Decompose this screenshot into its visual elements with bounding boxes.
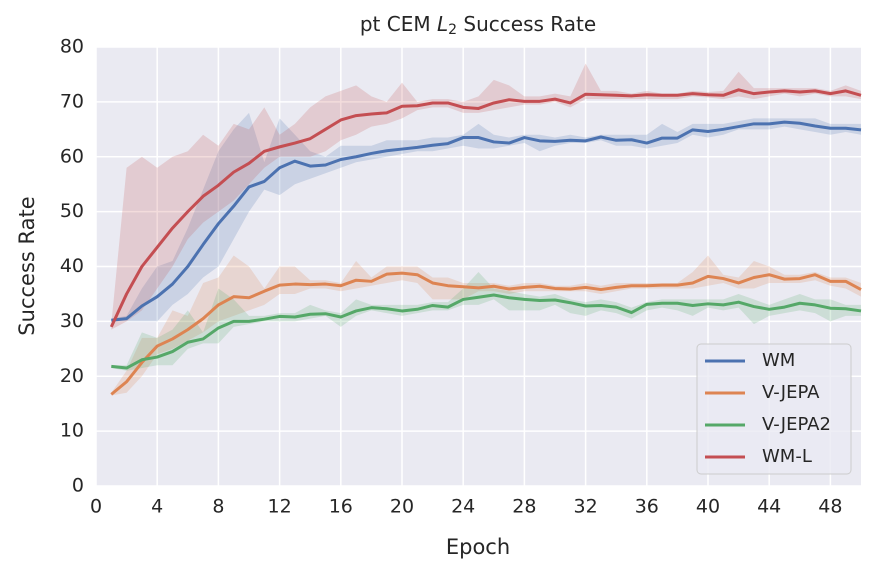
x-tick-label: 48 [818,496,842,518]
x-tick-label: 4 [151,496,163,518]
error-band [111,112,862,322]
y-tick-label: 20 [60,365,84,387]
error-band [111,255,862,396]
legend-label: WM-L [762,446,812,467]
title-part: 2 [448,22,457,38]
title-part: L [437,12,448,36]
series-line [109,88,862,328]
y-tick-label: 40 [60,255,84,277]
error-band [111,271,862,371]
series-line [111,120,862,322]
title-part: pt CEM [360,12,431,36]
x-tick-label: 8 [212,496,224,518]
chart-title: pt CEM L2 Success Rate [360,12,596,39]
y-axis-label: Success Rate [15,196,39,335]
y-tick-label: 30 [60,310,84,332]
title-part: Success Rate [463,12,596,36]
y-tick-label: 70 [60,90,84,112]
y-tick-label: 80 [60,36,84,58]
x-tick-label: 20 [390,496,414,518]
series-line [111,293,862,370]
x-tick-label: 12 [268,496,292,518]
x-tick-label: 44 [757,496,781,518]
legend-label: WM [762,350,795,371]
x-tick-label: 16 [329,496,353,518]
y-tick-label: 10 [60,420,84,442]
legend-label: V-JEPA2 [762,414,831,435]
y-tick-label: 0 [72,475,84,497]
legend: WM V-JEPA V-JEPA2 WM-L [696,343,852,475]
x-axis-label: Epoch [446,535,510,559]
y-tick-label: 50 [60,200,84,222]
x-tick-label: 40 [696,496,720,518]
y-tick-label: 60 [60,145,84,167]
x-tick-label: 32 [574,496,598,518]
x-tick-label: 24 [451,496,475,518]
x-tick-label: 36 [635,496,659,518]
x-tick-label: 0 [90,496,102,518]
legend-label: V-JEPA [762,382,820,403]
x-tick-label: 28 [512,496,536,518]
legend-box [696,343,852,475]
error-band [111,63,862,330]
series-line [110,271,862,396]
